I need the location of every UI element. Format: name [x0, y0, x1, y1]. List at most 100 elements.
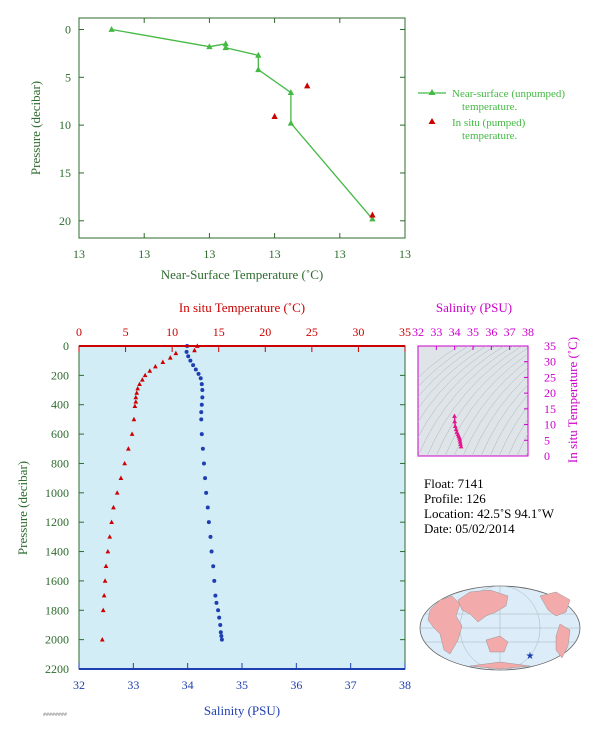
ts-profile-point [452, 413, 457, 418]
ts-y-tick-label: 15 [544, 402, 556, 416]
ts-y-tick-label: 10 [544, 418, 556, 432]
salinity-tick-label: 34 [182, 678, 194, 692]
temperature-point [133, 394, 139, 400]
ts-profile-point [452, 423, 458, 428]
ts-y-tick-label: 25 [544, 370, 556, 384]
temperature-tick-label: 5 [123, 325, 129, 339]
profile-plot-frame [78, 345, 406, 670]
salinity-point [200, 388, 205, 393]
salinity-point [206, 520, 211, 525]
profile-y-tick-label: 1800 [45, 603, 69, 617]
salinity-point [199, 382, 204, 387]
temperature-point [102, 578, 108, 583]
density-contour [471, 375, 528, 456]
salinity-point [205, 505, 210, 510]
density-contour [426, 346, 523, 456]
temperature-point [103, 563, 109, 569]
near-surface-temperature-point [255, 66, 262, 73]
in-situ-temperature-point [271, 113, 278, 119]
top-x-tick-label: 13 [269, 247, 281, 261]
profile-y-tick-label: 2000 [45, 633, 69, 647]
profile-y-tick-label: 1400 [45, 545, 69, 559]
salinity-point [219, 637, 224, 642]
salinity-point [219, 633, 224, 638]
profile-y-tick-label: 200 [51, 368, 69, 382]
temperature-point [99, 637, 105, 642]
temperature-point [107, 534, 113, 539]
temperature-point [135, 385, 141, 391]
temperature-point [101, 592, 107, 598]
salinity-point [213, 593, 218, 598]
near-surface-temperature-point [287, 119, 295, 126]
temperature-point [192, 347, 197, 353]
top-plot-frame [78, 17, 406, 239]
salinity-point [214, 600, 219, 605]
temperature-point [133, 399, 139, 404]
top-y-tick-label: 10 [59, 118, 71, 132]
world-map: ★ [419, 585, 581, 671]
profile-panel: 0200400600800100012001400160018002000220… [15, 300, 411, 718]
density-contour [418, 346, 505, 438]
salinity-point [200, 395, 205, 400]
float-location: Location: 42.5˚S 94.1˚W [424, 506, 555, 521]
profile-y-tick-label: 2200 [45, 662, 69, 676]
temperature-point [134, 390, 140, 395]
salinity-axis-label: Salinity (PSU) [204, 703, 280, 718]
temperature-point [142, 372, 148, 378]
density-contour [418, 346, 496, 423]
density-contour [480, 384, 528, 456]
salinity-point [196, 371, 201, 376]
float-id: Float: 7141 [424, 476, 484, 491]
ts-profile-point [457, 437, 463, 442]
temperature-point [139, 377, 145, 382]
salinity-tick-label: 33 [127, 678, 139, 692]
temperature-point [160, 359, 166, 364]
temperature-tick-label: 15 [213, 325, 225, 339]
legend-marker-near-surface [428, 89, 436, 95]
near-surface-temperature-point [222, 44, 229, 51]
temperature-tick-label: 10 [166, 325, 178, 339]
top-x-tick-label: 13 [73, 247, 85, 261]
ts-data-marks [452, 413, 464, 449]
density-contour [444, 353, 528, 456]
map-land [427, 589, 571, 670]
salinity-point [199, 410, 204, 415]
ts-y-tick-label: 0 [544, 449, 550, 463]
temperature-axis-label: In situ Temperature (˚C) [179, 300, 305, 315]
salinity-point [218, 630, 223, 635]
temperature-tick-label: 20 [259, 325, 271, 339]
temperature-point [167, 355, 173, 360]
density-contour [418, 346, 487, 409]
in-situ-temperature-point [304, 82, 311, 89]
temperature-point [129, 431, 135, 436]
profile-y-tick-label: 1000 [45, 486, 69, 500]
top-axis-ticks: 0 5 10 15 20 13 13 13 13 13 13 [59, 18, 411, 261]
ts-y-tick-label: 20 [544, 386, 556, 400]
ts-x-tick-label: 34 [449, 325, 461, 339]
temperature-point [118, 475, 124, 480]
profile-data-marks [99, 343, 224, 642]
top-y-tick-label: 0 [65, 22, 71, 36]
density-contour [489, 394, 528, 456]
temperature-point [114, 490, 120, 495]
top-x-tick-label: 13 [138, 247, 150, 261]
legend-label-near-surface-1: Near-surface (unpumped) [452, 88, 565, 100]
near-surface-temperature-point [255, 51, 262, 58]
salinity-point [188, 358, 193, 363]
ts-x-tick-label: 38 [522, 325, 534, 339]
profile-y-tick-label: 0 [63, 339, 69, 353]
land-asia [457, 589, 509, 623]
salinity-point [199, 402, 204, 407]
density-contour [418, 346, 460, 378]
temperature-point [173, 350, 179, 356]
land-south-america [555, 623, 571, 659]
density-contour [507, 418, 528, 456]
profile-date: Date: 05/02/2014 [424, 521, 515, 536]
temperature-tick-label: 0 [76, 325, 82, 339]
ts-x-tick-label: 36 [485, 325, 497, 339]
ts-profile-point [457, 435, 462, 440]
ts-profile-point [453, 426, 459, 432]
salinity-point [218, 622, 223, 627]
ts-profile-point [452, 418, 458, 424]
